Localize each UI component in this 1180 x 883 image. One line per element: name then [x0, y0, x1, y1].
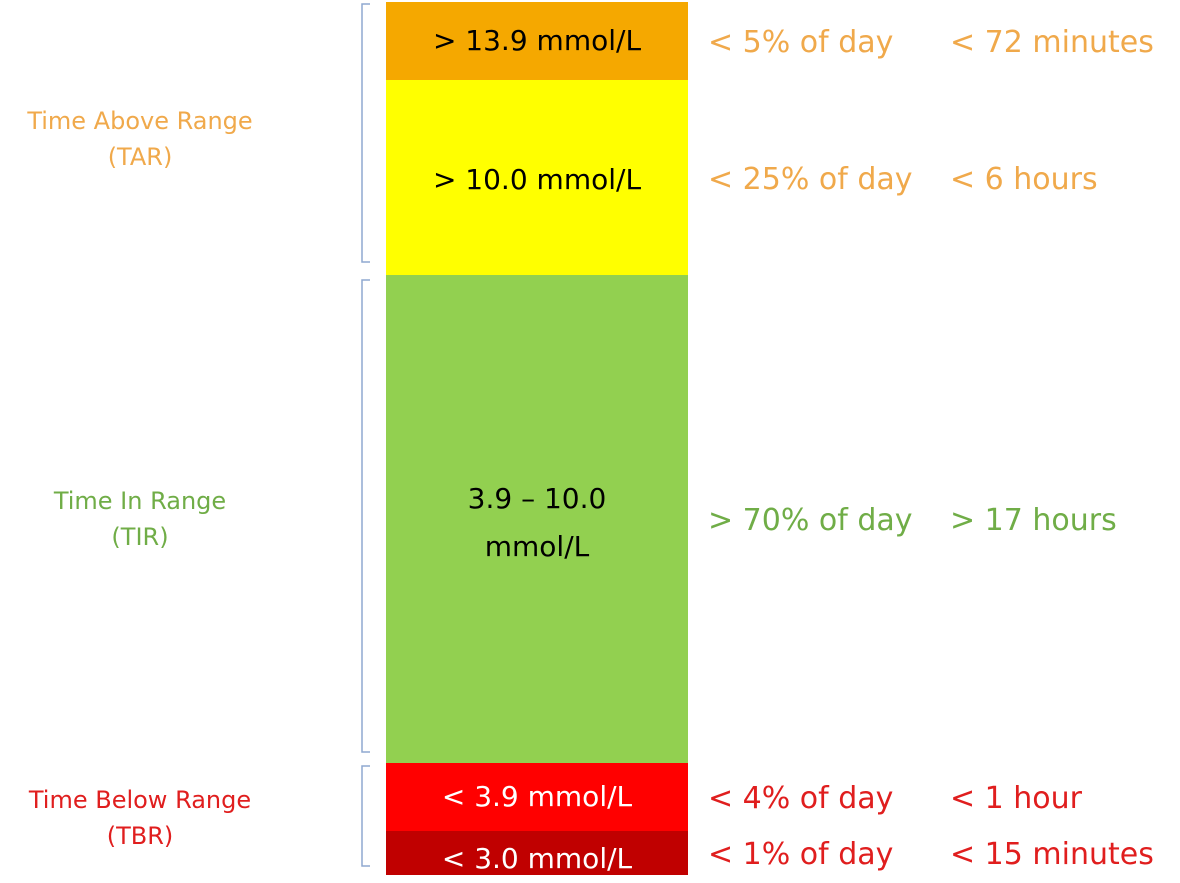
tbr-bracket	[361, 765, 370, 867]
tbr-label: Time Below Range (TBR)	[0, 782, 300, 854]
time-high: < 6 hours	[950, 162, 1098, 197]
percent-low: < 4% of day	[708, 781, 894, 816]
tbr-abbr: (TBR)	[106, 822, 174, 850]
band-very-low-range: < 3.0 mmol/L	[441, 842, 633, 875]
tar-label: Time Above Range (TAR)	[0, 103, 300, 175]
tar-title: Time Above Range	[27, 107, 253, 135]
band-high: > 10.0 mmol/L	[386, 80, 688, 275]
band-in-range: 3.9 – 10.0 mmol/L	[386, 275, 688, 763]
band-high-range: > 10.0 mmol/L	[432, 163, 642, 196]
time-low: < 1 hour	[950, 781, 1083, 816]
time-very-low: < 15 minutes	[950, 837, 1154, 872]
tar-bracket	[361, 3, 370, 263]
tir-bracket	[361, 279, 370, 753]
band-very-low: < 3.0 mmol/L	[386, 831, 688, 875]
percent-high: < 25% of day	[708, 162, 913, 197]
band-low: < 3.9 mmol/L	[386, 763, 688, 831]
percent-very-high: < 5% of day	[708, 25, 894, 60]
band-very-high: > 13.9 mmol/L	[386, 2, 688, 80]
percent-very-low: < 1% of day	[708, 837, 894, 872]
tar-abbr: (TAR)	[107, 143, 173, 171]
band-very-high-range: > 13.9 mmol/L	[432, 24, 642, 57]
band-low-range: < 3.9 mmol/L	[441, 780, 633, 813]
tir-label: Time In Range (TIR)	[0, 483, 300, 555]
tir-title: Time In Range	[53, 487, 227, 515]
band-in-range-line2: mmol/L	[484, 530, 590, 563]
tir-abbr: (TIR)	[111, 523, 169, 551]
percent-in-range: > 70% of day	[708, 503, 913, 538]
time-in-range: > 17 hours	[950, 503, 1117, 538]
band-in-range-line1: 3.9 – 10.0	[467, 482, 607, 515]
time-very-high: < 72 minutes	[950, 25, 1154, 60]
tbr-title: Time Below Range	[28, 786, 252, 814]
